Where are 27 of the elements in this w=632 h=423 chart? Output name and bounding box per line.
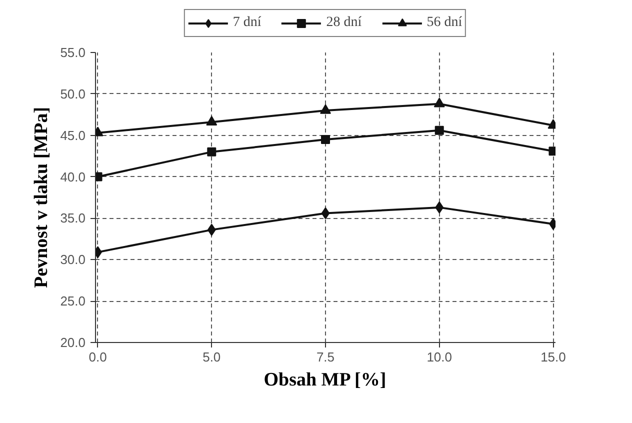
legend-label: 56 dní [426,15,462,31]
x-tick-label: 10.0 [426,350,452,364]
x-axis-title: Obsah MP [%] [264,370,386,390]
y-tick-label: 50.0 [60,86,86,102]
y-tick-label: 35.0 [60,210,86,226]
y-tick-label: 20.0 [60,335,86,350]
point [434,98,445,108]
x-tick-label: 5.0 [202,350,221,364]
y-tick-label: 25.0 [60,294,86,309]
legend-label: 28 dní [326,15,362,31]
point [434,126,444,135]
legend-label: 7 dní [232,15,262,31]
point [321,207,330,220]
y-tick-label: 30.0 [60,252,86,268]
point [435,201,444,214]
point [206,116,218,126]
y-tick-label: 45.0 [60,128,86,143]
y-tick-label: 40.0 [60,169,86,184]
x-tick-label: 0.0 [88,350,107,364]
x-tick-label: 15.0 [540,350,566,364]
x-tick-label: 7.5 [316,350,335,364]
point [207,224,216,236]
point [207,147,216,156]
point [320,104,331,114]
point [321,135,330,144]
y-axis-title: Pevnost v tlaku [MPa] [31,106,52,288]
y-tick-label: 55.0 [60,45,86,60]
